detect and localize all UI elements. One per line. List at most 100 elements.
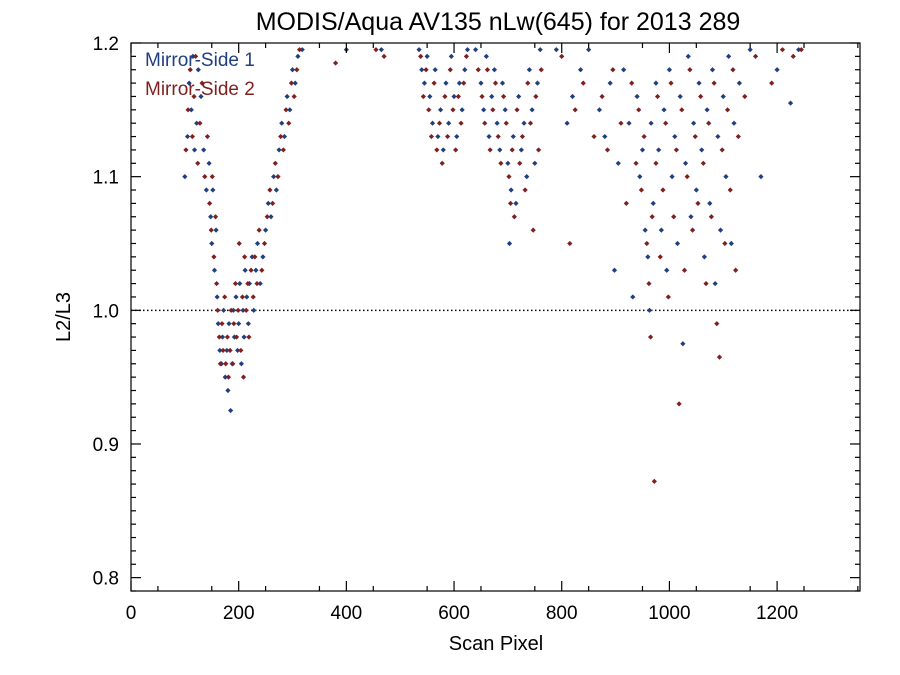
data-point-series-1 — [513, 200, 519, 206]
data-point-series-1 — [224, 347, 230, 354]
data-point-series-2 — [288, 80, 295, 86]
data-point-series-1 — [464, 47, 471, 53]
data-point-series-2 — [790, 53, 796, 59]
data-point-series-2 — [235, 307, 241, 313]
data-point-series-1 — [630, 294, 636, 300]
data-point-series-2 — [264, 214, 270, 220]
data-point-series-2 — [517, 160, 523, 166]
data-point-series-2 — [509, 147, 515, 153]
data-point-series-1 — [529, 107, 535, 113]
data-point-series-1 — [446, 120, 452, 126]
data-point-series-2 — [514, 107, 520, 113]
data-point-series-2 — [503, 120, 509, 126]
data-point-series-2 — [711, 80, 717, 86]
data-point-series-2 — [653, 160, 659, 166]
x-axis-title: Scan Pixel — [449, 633, 544, 655]
data-point-series-2 — [495, 133, 501, 140]
data-point-series-1 — [284, 93, 290, 100]
data-point-series-1 — [198, 93, 204, 100]
data-point-series-1 — [637, 174, 643, 180]
data-point-series-2 — [644, 240, 650, 247]
data-point-series-2 — [769, 80, 775, 86]
x-tick-label: 1000 — [648, 603, 690, 624]
data-point-series-1 — [427, 93, 433, 100]
data-point-series-1 — [206, 160, 212, 166]
data-point-series-2 — [232, 280, 239, 287]
data-point-series-2 — [779, 47, 786, 53]
data-point-series-2 — [527, 120, 534, 126]
data-point-series-2 — [679, 107, 685, 113]
data-point-series-2 — [225, 374, 232, 380]
data-point-series-1 — [191, 147, 198, 153]
data-point-series-2 — [724, 107, 731, 113]
data-point-series-2 — [730, 67, 736, 73]
data-point-series-1 — [235, 347, 241, 354]
data-point-series-2 — [428, 133, 435, 140]
data-point-series-2 — [638, 187, 645, 193]
data-point-series-2 — [533, 93, 539, 100]
data-point-series-1 — [271, 174, 277, 180]
data-point-series-1 — [421, 80, 428, 86]
data-point-series-2 — [214, 280, 220, 287]
data-point-series-1 — [534, 80, 541, 86]
data-point-series-1 — [287, 107, 293, 113]
data-point-series-1 — [440, 147, 446, 153]
data-point-series-2 — [183, 147, 189, 153]
data-point-series-2 — [189, 133, 195, 140]
data-point-series-1 — [240, 307, 246, 313]
data-point-series-2 — [283, 107, 289, 113]
data-point-series-2 — [695, 200, 701, 206]
data-point-series-1 — [666, 67, 673, 73]
data-point-series-1 — [209, 240, 215, 247]
data-point-series-1 — [195, 67, 201, 73]
data-point-series-2 — [507, 200, 514, 206]
data-point-series-1 — [553, 47, 559, 53]
data-point-series-1 — [537, 47, 543, 53]
data-point-series-1 — [276, 147, 282, 153]
data-point-series-2 — [629, 80, 635, 86]
data-point-series-2 — [676, 401, 682, 407]
data-point-series-1 — [674, 240, 681, 247]
data-point-series-2 — [230, 361, 236, 367]
data-point-series-1 — [491, 67, 498, 73]
data-point-series-2 — [681, 267, 688, 273]
data-point-series-2 — [455, 93, 461, 100]
data-point-series-1 — [736, 80, 742, 86]
data-point-series-2 — [663, 120, 669, 126]
data-point-series-2 — [498, 160, 504, 166]
data-point-series-2 — [733, 267, 739, 273]
data-point-series-1 — [260, 254, 266, 260]
data-point-series-1 — [518, 147, 524, 153]
data-point-series-2 — [482, 120, 488, 126]
data-point-series-1 — [607, 80, 613, 86]
data-point-series-1 — [429, 120, 436, 126]
data-point-series-1 — [707, 200, 713, 206]
data-point-series-1 — [226, 321, 232, 327]
data-point-series-2 — [207, 200, 213, 206]
y-axis-title: L2/L3 — [53, 292, 75, 342]
data-point-series-2 — [243, 307, 249, 313]
data-point-series-2 — [484, 67, 491, 73]
data-point-series-2 — [444, 133, 451, 140]
data-point-series-2 — [651, 478, 657, 484]
data-point-series-1 — [201, 147, 207, 153]
data-point-series-2 — [250, 294, 256, 300]
data-point-series-1 — [237, 280, 243, 287]
data-point-series-2 — [270, 200, 276, 206]
data-point-series-1 — [219, 334, 226, 340]
data-point-series-1 — [203, 187, 209, 193]
data-point-series-1 — [669, 174, 675, 180]
data-point-series-1 — [696, 80, 702, 86]
data-point-series-2 — [567, 240, 573, 247]
data-point-series-2 — [209, 174, 215, 180]
data-point-series-1 — [454, 133, 460, 140]
data-point-series-1 — [747, 47, 753, 53]
data-point-series-1 — [615, 160, 621, 166]
data-point-series-1 — [497, 147, 503, 153]
legend-entry-mirror-side-1: Mirror-Side 1 — [145, 50, 255, 71]
data-point-series-2 — [223, 361, 229, 367]
data-point-series-1 — [661, 107, 667, 113]
data-point-series-1 — [182, 174, 188, 180]
data-point-series-2 — [418, 53, 424, 59]
data-point-series-2 — [256, 227, 262, 233]
